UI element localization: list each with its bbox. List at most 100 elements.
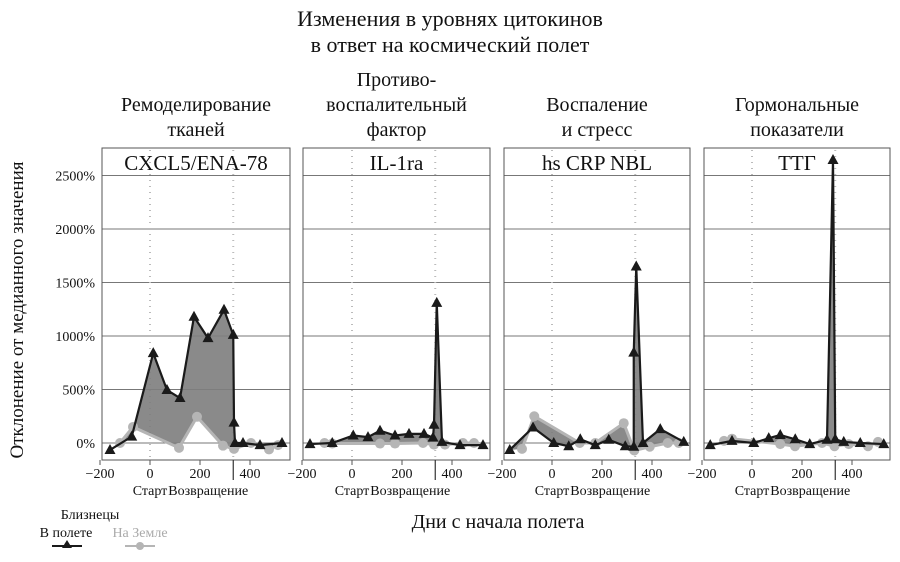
y-tick-labels: 0% 500% 1000% 1500% 2000% 2500% (55, 170, 95, 453)
flight-data-point (563, 440, 575, 451)
x-tick-label: 200 (592, 467, 613, 482)
flight-data-point (428, 418, 440, 429)
flight-data-point (427, 431, 439, 442)
earth-data-point (644, 441, 655, 452)
flight-data-point (347, 429, 359, 440)
flight-data-point (763, 432, 775, 443)
flight-data-point (603, 433, 615, 444)
earth-data-point (775, 439, 786, 450)
panel-frame (101, 147, 291, 461)
flight-data-point (574, 433, 586, 444)
chart-title-line-1: Изменения в уровнях цитокинов (297, 6, 603, 31)
flight-data-point (630, 260, 642, 271)
panel-hs-crp-nbl: Воспаление и стресс hs CRP NBL −200 0 200 400 С… (488, 94, 691, 499)
flight-data-point (454, 439, 466, 450)
earth-data-point (264, 444, 274, 455)
flight-data-point (126, 430, 138, 441)
x-tick-label: −200 (86, 467, 115, 482)
panel-title: ТТГ (778, 151, 816, 175)
earth-data-point (390, 438, 400, 449)
flight-data-point (431, 296, 443, 307)
panels: Ремоделирование тканей CXCL5/ENA-78 −200 0 20… (86, 69, 891, 499)
earth-data-point (375, 438, 385, 449)
flight-data-point (548, 437, 560, 447)
y-tick-label: 2000% (55, 223, 95, 238)
legend-flight-triangle-icon (62, 540, 72, 548)
flight-data-point (403, 427, 415, 438)
flight-data-point (589, 439, 601, 450)
y-tick-label: 500% (62, 384, 95, 399)
flight-data-point (418, 427, 430, 438)
x-tick-label: −200 (288, 467, 317, 482)
x-tick-label: −200 (488, 467, 517, 482)
flight-data-point (237, 437, 249, 447)
earth-data-point (529, 411, 540, 422)
flight-data-point (104, 443, 116, 454)
flight-data-point (504, 443, 516, 454)
flight-data-point (227, 328, 239, 339)
flight-data-point (619, 440, 631, 451)
x-tick-label: 200 (392, 467, 413, 482)
y-tick-label: 0% (76, 437, 95, 452)
earth-data-point (469, 438, 479, 448)
panel-il-1ra: Противо-воспалительный фактор IL-1ra −200 0 2… (288, 69, 491, 499)
legend-label-earth: На Земле (112, 526, 167, 541)
start-label: Старт (335, 484, 370, 499)
earth-data-point (429, 439, 439, 450)
panel-category-label: Ремоделирование (121, 94, 271, 116)
flight-data-point (628, 440, 640, 451)
legend-title: Близнецы (61, 508, 120, 523)
chart-title-line-2: в ответ на космический полет (311, 32, 590, 57)
flight-data-point (827, 153, 839, 164)
flight-data-point (829, 433, 841, 444)
flight-data-point (654, 423, 666, 434)
earth-data-point (618, 418, 629, 429)
flight-data-point (161, 384, 173, 395)
x-tick-label: 200 (190, 467, 211, 482)
panel-category-label: и стресс (562, 119, 633, 141)
return-label: Возвращение (370, 484, 450, 499)
earth-data-point (218, 440, 228, 451)
difference-area (509, 266, 684, 451)
difference-area (310, 302, 483, 446)
x-tick-label: 400 (842, 467, 863, 482)
panel-category-label: воспалительный (326, 94, 467, 116)
panel-category-label: показатели (750, 119, 844, 141)
panel-category-label: Гормональные (735, 94, 859, 116)
panel-title: CXCL5/ENA-78 (124, 151, 268, 175)
panel-category-label: фактор (367, 119, 427, 141)
flight-data-point (374, 424, 386, 435)
x-axis-label: Дни с начала полета (412, 511, 585, 533)
flight-series-line (710, 159, 884, 447)
flight-data-point (362, 431, 374, 442)
flight-data-point (789, 433, 801, 444)
start-label: Старт (133, 484, 168, 499)
y-tick-label: 1000% (55, 330, 95, 345)
earth-data-point (790, 441, 800, 452)
x-tick-label: 0 (749, 467, 756, 482)
flight-data-point (748, 437, 760, 447)
flight-data-point (628, 346, 640, 357)
difference-area (710, 159, 884, 447)
panel-category-label: тканей (167, 119, 225, 141)
start-label: Старт (735, 484, 770, 499)
flight-series-line (309, 302, 483, 447)
flight-data-point (229, 437, 241, 447)
panel-frame (503, 147, 691, 461)
earth-data-point (662, 438, 673, 448)
flight-data-point (678, 435, 690, 446)
x-tick-label: 400 (240, 467, 261, 482)
x-tick-label: 400 (642, 467, 663, 482)
flight-data-point (202, 332, 214, 343)
return-label: Возвращение (168, 484, 248, 499)
legend-label-flight: В полете (40, 526, 93, 541)
flight-data-point (188, 310, 200, 321)
x-tick-label: 200 (792, 467, 813, 482)
panel-cxcl5-ena-78: Ремоделирование тканей CXCL5/ENA-78 −200 0 20… (86, 94, 291, 499)
y-tick-label: 2500% (55, 170, 95, 185)
legend: Близнецы В полете На Земле (40, 508, 168, 550)
earth-data-point (174, 442, 184, 453)
flight-data-point (147, 347, 159, 358)
panel-title: IL-1ra (370, 151, 424, 175)
